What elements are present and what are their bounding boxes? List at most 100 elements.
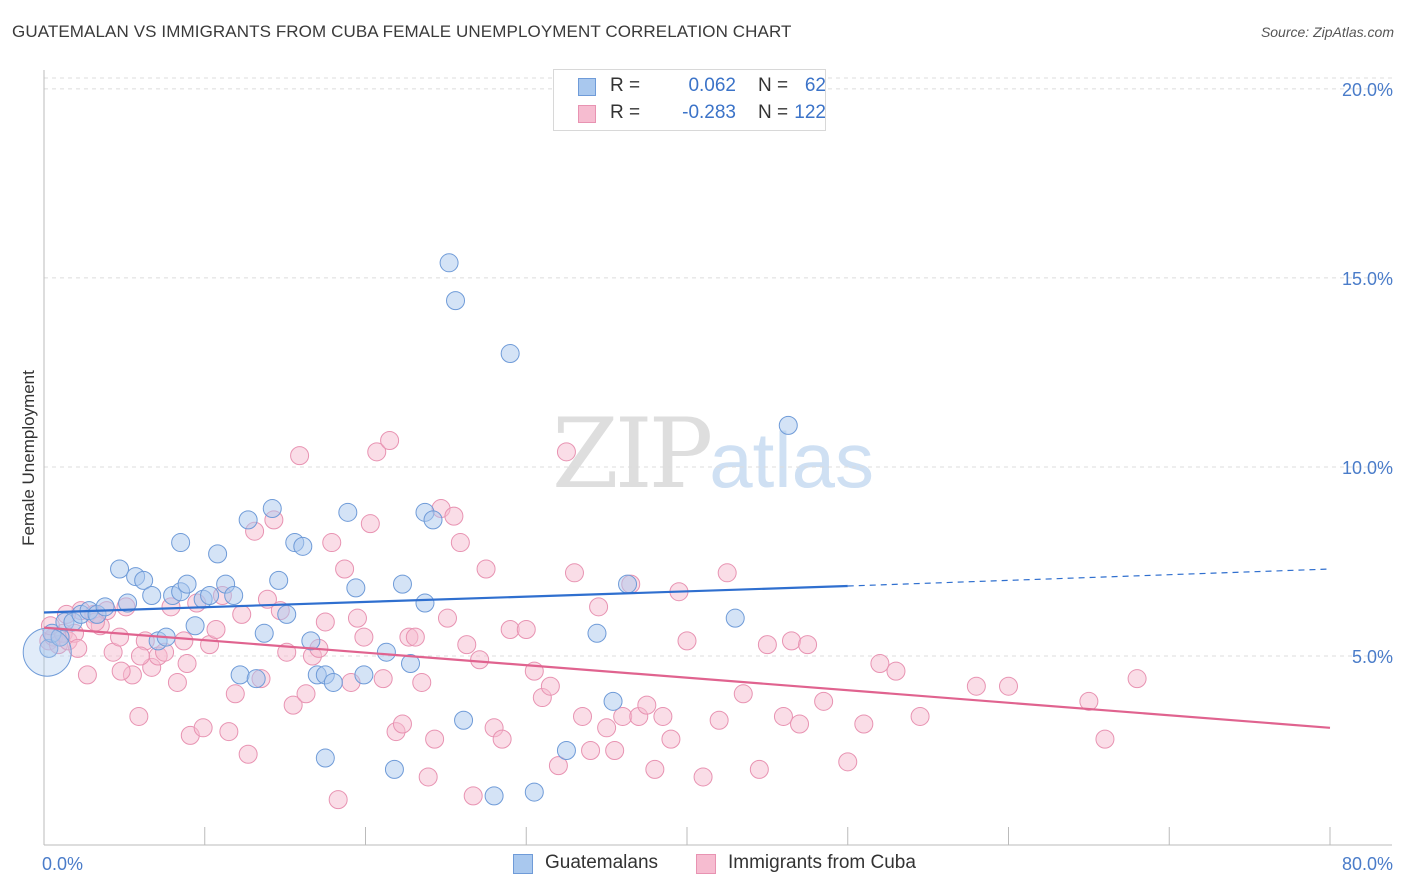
point-cuba (129, 706, 149, 726)
point-guatemalans (293, 536, 313, 556)
legend-n-label: N = (758, 75, 789, 96)
point-cuba (717, 563, 737, 583)
point-cuba (315, 612, 335, 632)
point-guatemalans (484, 786, 504, 806)
series-immigrants-from-cuba (39, 430, 1147, 810)
point-cuba (637, 695, 657, 715)
point-cuba (870, 654, 890, 674)
point-cuba (380, 430, 400, 450)
source-label: Source: ZipAtlas.com (1260, 24, 1394, 40)
point-guatemalans (95, 597, 115, 617)
correlation-legend: R = 0.062 N = 62 R = -0.283 N = 122 (553, 69, 826, 131)
trend-cuba (43, 626, 1331, 729)
point-guatemalans (778, 415, 798, 435)
point-cuba (347, 608, 367, 628)
point-guatemalans (185, 616, 205, 636)
point-guatemalans (401, 654, 421, 674)
point-cuba (854, 714, 874, 734)
chart-title: GUATEMALAN VS IMMIGRANTS FROM CUBA FEMAL… (12, 22, 792, 41)
point-cuba (653, 706, 673, 726)
point-guatemalans (254, 623, 274, 643)
point-guatemalans (587, 623, 607, 643)
legend-swatch-cuba (696, 854, 716, 874)
point-guatemalans (618, 574, 638, 594)
x-tick-label: 0.0% (42, 854, 83, 874)
point-cuba (966, 676, 986, 696)
point-cuba (444, 506, 464, 526)
legend-r-label: R = (610, 102, 641, 123)
point-cuba (886, 661, 906, 681)
watermark-zip: ZIP (552, 398, 713, 510)
legend-swatch-cuba (578, 105, 596, 123)
point-cuba (1079, 691, 1099, 711)
legend-label-guatemalans: Guatemalans (545, 852, 659, 873)
legend-swatch-guatemalans (513, 854, 533, 874)
point-cuba (605, 740, 625, 760)
point-guatemalans (171, 533, 191, 553)
legend-r-value: -0.283 (682, 102, 736, 123)
point-cuba (564, 563, 584, 583)
point-cuba (296, 684, 316, 704)
point-cuba (392, 714, 412, 734)
legend-r-label: R = (610, 75, 641, 96)
point-cuba (193, 718, 213, 738)
grid (44, 77, 1392, 657)
point-cuba (418, 767, 438, 787)
point-cuba (773, 706, 793, 726)
axes (43, 70, 1392, 846)
point-guatemalans (208, 544, 228, 564)
point-cuba (910, 706, 930, 726)
point-guatemalans (392, 574, 412, 594)
point-guatemalans (725, 608, 745, 628)
point-cuba (757, 635, 777, 655)
point-cuba (322, 533, 342, 553)
point-cuba (174, 631, 194, 651)
point-guatemalans (315, 748, 335, 768)
point-cuba (328, 790, 348, 810)
point-cuba (749, 759, 769, 779)
point-cuba (814, 691, 834, 711)
point-cuba (476, 559, 496, 579)
y-tick-label: 5.0% (1352, 647, 1393, 667)
point-guatemalans (446, 291, 466, 311)
point-guatemalans (415, 593, 435, 613)
point-cuba (219, 722, 239, 742)
point-cuba (492, 729, 512, 749)
point-cuba (548, 756, 568, 776)
point-cuba (450, 533, 470, 553)
point-guatemalans (346, 578, 366, 598)
point-cuba (283, 695, 303, 715)
point-cuba (1095, 729, 1115, 749)
point-cuba (367, 442, 387, 462)
point-cuba (463, 786, 483, 806)
point-cuba (838, 752, 858, 772)
trend-guatemalans (43, 584, 848, 614)
point-guatemalans (224, 585, 244, 605)
point-cuba (790, 714, 810, 734)
point-cuba (232, 604, 252, 624)
legend-r-value: 0.062 (688, 75, 736, 96)
point-guatemalans-cluster (22, 627, 72, 677)
point-cuba (589, 597, 609, 617)
point-cuba (573, 706, 593, 726)
point-cuba (111, 661, 131, 681)
point-cuba (130, 646, 150, 666)
point-guatemalans (524, 782, 544, 802)
point-guatemalans (354, 665, 374, 685)
y-tick-label: 10.0% (1342, 458, 1393, 478)
point-cuba (661, 729, 681, 749)
point-cuba (693, 767, 713, 787)
point-cuba (556, 442, 576, 462)
y-tick-label: 20.0% (1342, 80, 1393, 100)
point-guatemalans (238, 510, 258, 530)
point-cuba (257, 589, 277, 609)
x-tick-label: 80.0% (1342, 854, 1393, 874)
point-guatemalans (323, 672, 343, 692)
point-cuba (457, 635, 477, 655)
point-cuba (77, 665, 97, 685)
point-guatemalans (338, 502, 358, 522)
point-guatemalans (556, 740, 576, 760)
point-guatemalans (262, 499, 282, 519)
y-tick-label: 15.0% (1342, 269, 1393, 289)
